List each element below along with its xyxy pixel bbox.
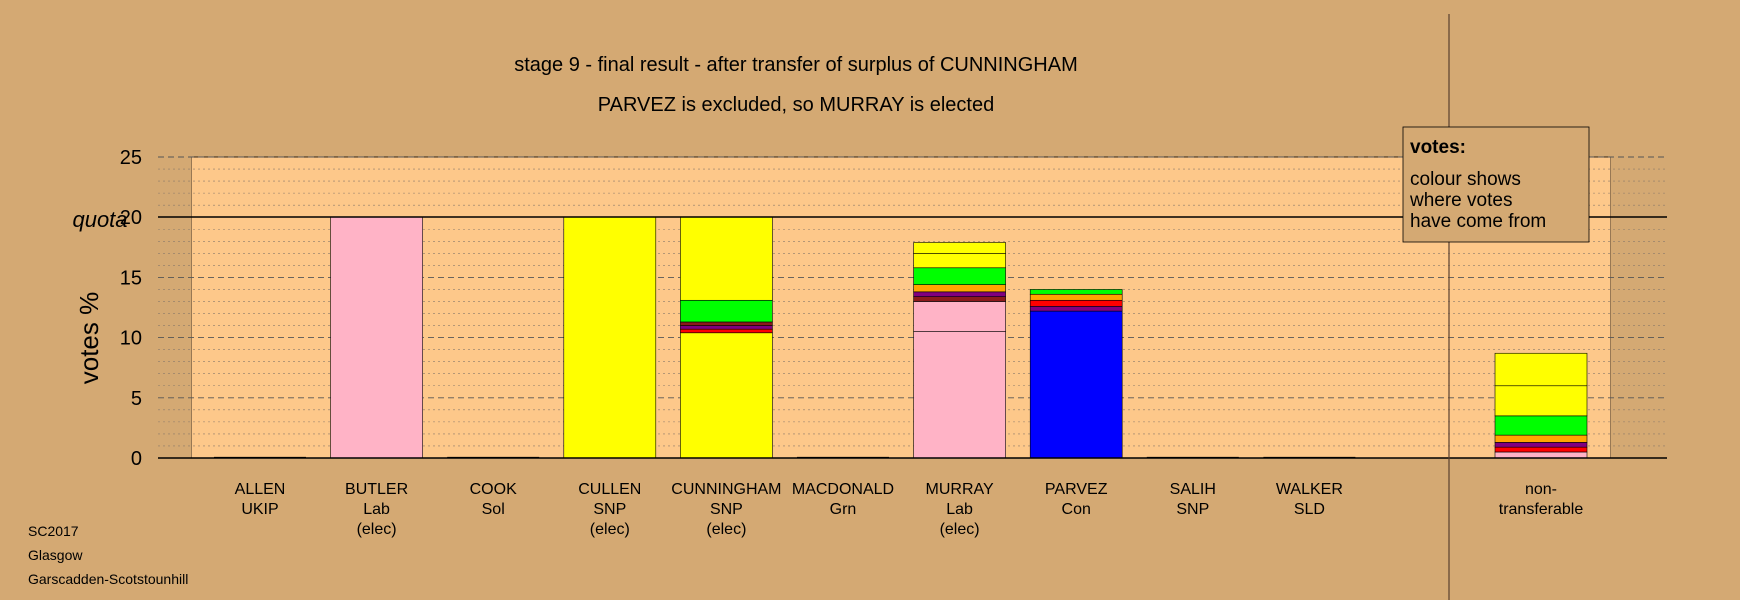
x-label-cullen-line: CULLEN bbox=[578, 481, 641, 498]
x-label-allen-line: UKIP bbox=[241, 501, 278, 518]
bar-segment bbox=[563, 216, 657, 459]
bar-segment bbox=[913, 301, 1006, 332]
bar-murray bbox=[913, 242, 1006, 459]
y-tick-label: 0 bbox=[131, 448, 142, 470]
bar-segment bbox=[680, 216, 773, 301]
x-label-butler-line: (elec) bbox=[357, 521, 397, 538]
footer-council: Glasgow bbox=[28, 547, 83, 563]
y-axis-ticks: 0 5 10 15 20 25 bbox=[120, 147, 142, 470]
legend-title: votes: bbox=[1410, 137, 1466, 158]
plot-right-margin bbox=[1611, 157, 1667, 458]
bar-segment bbox=[330, 216, 423, 459]
x-label-butler-line: Lab bbox=[363, 501, 390, 518]
x-label-parvez-line: Con bbox=[1062, 501, 1091, 518]
x-label-cunningham-line: CUNNINGHAM bbox=[671, 481, 781, 498]
bar-segment bbox=[1029, 299, 1123, 307]
x-label-cullen-line: SNP bbox=[593, 501, 626, 518]
x-label-butler-line: BUTLER bbox=[345, 481, 408, 498]
bar-butler bbox=[330, 216, 423, 459]
bar-segment bbox=[1494, 415, 1588, 436]
bar-segment bbox=[913, 291, 1006, 297]
bar-segment bbox=[1494, 385, 1588, 417]
bar-segment bbox=[913, 331, 1006, 459]
bar-segment bbox=[680, 321, 773, 326]
y-axis-label: votes % bbox=[74, 292, 104, 385]
bar-segment bbox=[1029, 289, 1123, 295]
bar-segment bbox=[1029, 310, 1123, 459]
bar-segment bbox=[1494, 442, 1588, 448]
bar-segment bbox=[1494, 434, 1588, 443]
legend-box bbox=[1402, 126, 1590, 243]
footer-election: SC2017 bbox=[28, 523, 79, 539]
x-label-walker-line: WALKER bbox=[1276, 481, 1343, 498]
plot-area bbox=[190, 156, 1612, 459]
bar-segment bbox=[1029, 293, 1123, 301]
chart-title: stage 9 - final result - after transfer … bbox=[514, 54, 1078, 76]
bar-parvez bbox=[1029, 289, 1123, 459]
bar-segment bbox=[680, 299, 773, 323]
x-label-walker-line: SLD bbox=[1294, 501, 1325, 518]
bar-segment bbox=[913, 242, 1006, 254]
x-label-macdonald-line: Grn bbox=[830, 501, 857, 518]
x-label-nontransferable-line: transferable bbox=[1499, 501, 1584, 518]
x-label-salih-line: SNP bbox=[1176, 501, 1209, 518]
y-tick-label: 15 bbox=[120, 267, 142, 289]
x-label-cunningham-line: SNP bbox=[710, 501, 743, 518]
legend-line-1: colour shows bbox=[1410, 169, 1521, 190]
x-label-murray-line: Lab bbox=[946, 501, 973, 518]
chart-subtitle: PARVEZ is excluded, so MURRAY is elected bbox=[598, 94, 994, 116]
legend-line-3: have come from bbox=[1410, 211, 1546, 232]
x-label-murray-line: MURRAY bbox=[926, 481, 994, 498]
bar-segment bbox=[680, 332, 773, 459]
y-tick-label: 20 bbox=[120, 207, 142, 229]
quota-label: quota bbox=[72, 207, 127, 232]
y-tick-label: 5 bbox=[131, 388, 142, 410]
x-label-cullen-line: (elec) bbox=[590, 521, 630, 538]
legend: votes: colour shows where votes have com… bbox=[1402, 126, 1590, 243]
bar-nontransferable bbox=[1494, 352, 1588, 459]
bar-segment bbox=[1029, 305, 1123, 312]
x-label-cook-line: Sol bbox=[482, 501, 505, 518]
x-label-cook-line: COOK bbox=[470, 481, 517, 498]
x-label-parvez-line: PARVEZ bbox=[1045, 481, 1108, 498]
bar-segment bbox=[1494, 352, 1588, 387]
y-tick-label: 10 bbox=[120, 328, 142, 350]
y-tick-label: 25 bbox=[120, 147, 142, 169]
x-label-allen-line: ALLEN bbox=[235, 481, 286, 498]
bar-segment bbox=[913, 296, 1006, 302]
bar-segment bbox=[913, 253, 1006, 269]
bar-cunningham bbox=[680, 216, 773, 459]
bar-segment bbox=[1494, 446, 1588, 453]
bar-segment bbox=[913, 267, 1006, 285]
legend-line-2: where votes bbox=[1409, 190, 1512, 211]
x-label-nontransferable-line: non- bbox=[1525, 481, 1557, 498]
bar-segment bbox=[680, 325, 773, 330]
x-label-macdonald-line: MACDONALD bbox=[792, 481, 894, 498]
bar-segment bbox=[1494, 451, 1588, 459]
x-label-salih-line: SALIH bbox=[1170, 481, 1216, 498]
x-label-cunningham-line: (elec) bbox=[706, 521, 746, 538]
x-label-murray-line: (elec) bbox=[940, 521, 980, 538]
bar-segment bbox=[680, 328, 773, 334]
bar-cullen bbox=[563, 216, 657, 459]
plot-left-margin bbox=[158, 157, 191, 458]
x-axis-labels: ALLEN UKIP BUTLER Lab (elec) COOK Sol CULLEN SNP… bbox=[235, 481, 1584, 538]
footer-ward: Garscadden-Scotstounhill bbox=[28, 571, 188, 587]
bar-segment bbox=[913, 284, 1006, 293]
